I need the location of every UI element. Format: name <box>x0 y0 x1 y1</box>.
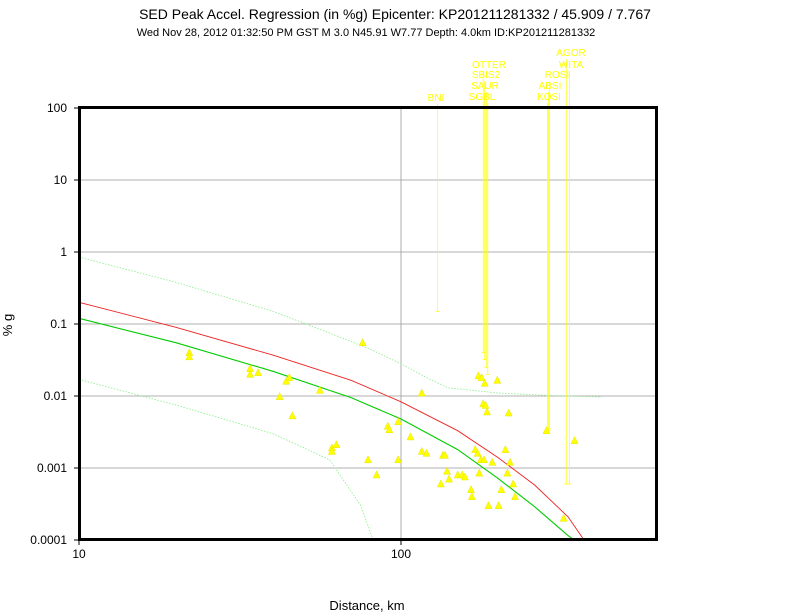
curve-upper <box>78 301 585 541</box>
data-point <box>511 492 519 500</box>
data-point <box>417 446 426 455</box>
data-point <box>417 388 426 397</box>
station-label: SGBL <box>469 92 496 103</box>
data-point <box>504 408 513 417</box>
data-point <box>494 501 503 509</box>
data-point <box>185 352 194 361</box>
data-point <box>506 457 514 466</box>
data-point <box>436 479 445 488</box>
y-tick-label: 1 <box>60 245 67 259</box>
curve-regression <box>78 317 575 541</box>
station-label: AGOR <box>556 48 585 59</box>
data-point <box>477 373 486 381</box>
y-tick-label: 0.1 <box>50 317 67 331</box>
station-label: SBIS2 <box>472 70 501 81</box>
x-tick-label: 100 <box>391 547 411 561</box>
x-tick-label: 10 <box>72 547 86 561</box>
data-point <box>288 411 297 420</box>
plot-frame <box>78 106 658 541</box>
data-point <box>509 479 518 488</box>
data-point <box>480 455 488 464</box>
data-point <box>570 436 579 444</box>
data-point <box>501 445 510 453</box>
data-point <box>316 385 324 394</box>
y-axis-label: % g <box>0 314 15 336</box>
data-point <box>467 485 475 493</box>
data-point <box>285 373 294 381</box>
station-label: SAUR <box>471 81 499 92</box>
station-label: KOSI <box>537 92 561 103</box>
station-label: OTTER <box>472 60 506 71</box>
station-label: ROSI <box>545 70 569 81</box>
data-point <box>503 468 512 477</box>
data-point <box>441 450 449 459</box>
curves <box>78 256 602 541</box>
data-point <box>480 378 489 387</box>
station-label: ABSI <box>539 81 562 92</box>
data-points <box>185 338 579 522</box>
data-point <box>484 501 493 509</box>
data-point <box>394 455 403 464</box>
data-point <box>473 448 482 457</box>
data-point <box>475 468 484 477</box>
data-point <box>542 426 551 434</box>
y-tick-label: 100 <box>47 101 67 115</box>
data-point <box>246 369 255 378</box>
x-axis-label: Distance, km <box>329 598 404 612</box>
data-point <box>385 425 394 433</box>
curve-lower-bound <box>78 379 374 541</box>
chart-subtitle: Wed Nov 28, 2012 01:32:50 PM GST M 3.0 N… <box>137 27 596 39</box>
data-point <box>481 400 490 409</box>
data-point <box>275 392 284 400</box>
data-point <box>497 485 506 493</box>
data-point <box>372 470 381 479</box>
data-point <box>493 375 502 384</box>
data-point <box>327 446 336 455</box>
data-point <box>406 432 415 441</box>
data-point <box>358 338 367 346</box>
data-point <box>461 472 469 481</box>
data-point <box>443 466 451 475</box>
data-point <box>394 417 403 425</box>
axis-ticks: 100 10 1 0.1 0.01 0.001 0.0001 10 100 <box>30 101 411 561</box>
station-label: BNI <box>428 93 445 104</box>
data-point <box>364 455 372 464</box>
station-label: WITA <box>559 60 584 71</box>
y-tick-label: 10 <box>54 173 68 187</box>
data-point <box>254 368 263 377</box>
data-point <box>445 474 453 483</box>
y-tick-label: 0.01 <box>44 389 68 403</box>
y-tick-label: 0.0001 <box>30 533 67 547</box>
data-point <box>488 457 497 466</box>
y-tick-label: 0.001 <box>37 461 67 475</box>
data-point <box>559 513 568 522</box>
data-point <box>467 492 476 500</box>
data-point <box>422 448 431 457</box>
chart-title: SED Peak Accel. Regression (in %g) Epice… <box>139 6 651 22</box>
data-point <box>332 440 341 449</box>
data-point <box>483 407 491 416</box>
curve-upper-bound <box>78 256 602 398</box>
